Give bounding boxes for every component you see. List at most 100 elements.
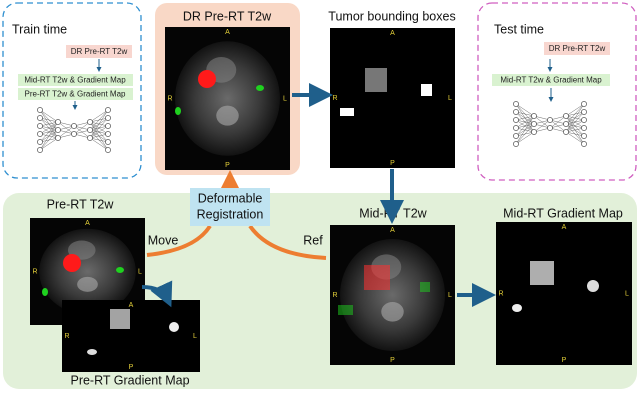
network-node	[37, 139, 43, 145]
orientation-label: A	[129, 302, 134, 309]
orientation-label: L	[283, 95, 287, 102]
target-box	[492, 74, 610, 86]
tumor-mask	[42, 288, 48, 296]
orientation-label: A	[390, 227, 395, 234]
network-node	[563, 129, 569, 135]
network-node	[581, 133, 587, 139]
orientation-label: R	[332, 95, 337, 102]
orientation-label: P	[390, 160, 395, 167]
anatomy	[381, 302, 404, 322]
orientation-label: P	[562, 357, 567, 364]
image-title: Tumor bounding boxes	[328, 9, 455, 23]
mask-image	[496, 222, 632, 365]
region	[587, 280, 599, 292]
network-edge	[89, 117, 109, 139]
network-edge	[549, 115, 567, 129]
image-title: Pre-RT T2w	[47, 197, 115, 211]
network-edge	[89, 133, 109, 139]
target-label: Pre-RT T2w & Gradient Map	[25, 90, 126, 99]
network-edge	[39, 129, 59, 151]
train-panel	[2, 2, 142, 179]
registration-box	[190, 188, 270, 226]
network-edge	[39, 137, 59, 151]
orientation-label: L	[193, 333, 197, 340]
network-node	[55, 127, 61, 133]
orientation-label: L	[448, 292, 452, 299]
network-edge	[39, 117, 59, 123]
input-box	[66, 45, 132, 58]
input-label: DR Pre-RT T2w	[549, 44, 606, 53]
network-node	[71, 123, 77, 129]
network-node	[105, 139, 111, 145]
orientation-label: A	[390, 30, 395, 37]
arrow	[141, 280, 173, 308]
network-edge	[515, 115, 535, 121]
network-edge	[89, 109, 109, 139]
test-title: Test time	[494, 22, 544, 36]
orientation-label: L	[138, 268, 142, 275]
orientation-label: L	[448, 95, 452, 102]
orientation-label: R	[64, 333, 69, 340]
orientation-label: R	[498, 290, 503, 297]
network-edge	[73, 121, 91, 135]
network-edge	[515, 123, 535, 145]
network-node	[513, 109, 519, 115]
network-edge	[57, 125, 75, 139]
network-node	[531, 121, 537, 127]
network-node	[581, 141, 587, 147]
network-node	[37, 131, 43, 137]
network-edge	[565, 131, 585, 145]
region	[365, 68, 387, 92]
target-box	[18, 88, 133, 100]
network-edge	[89, 125, 109, 139]
network-edge	[565, 119, 585, 133]
region	[340, 108, 354, 116]
network-edge	[515, 131, 535, 145]
mask-image	[62, 300, 200, 372]
orientation-label: P	[225, 162, 230, 169]
region	[169, 322, 179, 332]
target-label: Mid-RT T2w & Gradient Map	[24, 76, 126, 85]
network-edge	[39, 121, 59, 127]
network-edge	[565, 127, 585, 133]
network-node	[37, 115, 43, 121]
network-node	[513, 101, 519, 107]
tumor-mask	[338, 305, 353, 315]
tumor-mask	[256, 85, 264, 91]
network-edge	[515, 111, 535, 117]
network-edge	[39, 121, 59, 135]
network-node	[105, 123, 111, 129]
tumor-mask	[175, 107, 181, 115]
train-title: Train time	[12, 22, 67, 36]
anatomy	[77, 276, 98, 292]
region	[421, 84, 432, 96]
image-title: Mid-RT Gradient Map	[503, 206, 623, 220]
orientation-label: R	[167, 95, 172, 102]
arrow-label: Move	[148, 233, 179, 247]
network-node	[531, 113, 537, 119]
network-edge	[565, 103, 585, 125]
tumor-mask	[198, 70, 216, 88]
network-node	[55, 119, 61, 125]
arrow	[146, 224, 212, 257]
region	[110, 309, 130, 329]
network-node	[563, 121, 569, 127]
orientation-label: A	[225, 29, 230, 36]
region	[512, 304, 522, 312]
image-title: Pre-RT Gradient Map	[70, 373, 189, 387]
orientation-label: L	[625, 290, 629, 297]
arrow-label: Ref	[303, 233, 323, 247]
network-node	[105, 147, 111, 153]
network-node	[513, 141, 519, 147]
network-edge	[515, 115, 535, 137]
test-panel	[477, 2, 637, 181]
tumor-mask	[364, 265, 390, 290]
target-label: Mid-RT T2w & Gradient Map	[500, 76, 602, 85]
network-node	[87, 135, 93, 141]
orientation-label: R	[32, 268, 37, 275]
network-node	[87, 127, 93, 133]
network-node	[581, 109, 587, 115]
network-node	[581, 117, 587, 123]
registration-label: Deformable	[198, 191, 263, 205]
